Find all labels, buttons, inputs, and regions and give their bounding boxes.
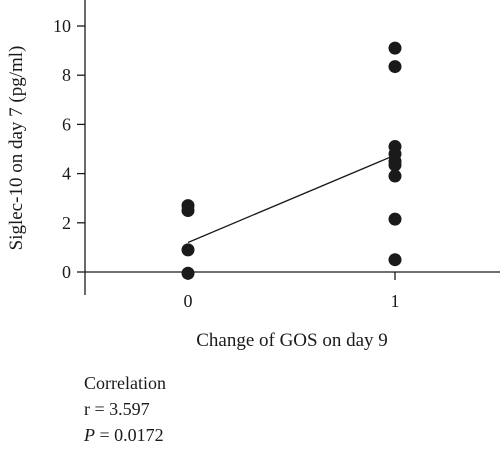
correlation-heading: Correlation — [84, 373, 166, 393]
y-tick-label: 4 — [62, 164, 71, 184]
correlation-stats: Correlation r = 3.597 P = 0.0172 — [84, 370, 166, 448]
axes — [84, 0, 500, 295]
data-point — [388, 158, 402, 172]
data-points — [181, 41, 402, 280]
data-point — [181, 243, 195, 257]
y-axis-title: Siglec-10 on day 7 (pg/ml) — [6, 46, 27, 251]
data-point — [388, 60, 402, 74]
correlation-p: P = 0.0172 — [84, 422, 166, 448]
y-tick-label: 10 — [53, 16, 71, 36]
y-tick-label: 0 — [62, 262, 71, 282]
data-point — [388, 41, 402, 55]
y-tick-label: 8 — [62, 65, 71, 85]
y-tick-label: 6 — [62, 114, 71, 134]
x-tick-label: 1 — [391, 291, 400, 311]
data-point — [388, 169, 402, 183]
p-value: = 0.0172 — [95, 425, 164, 445]
x-axis-title: Change of GOS on day 9 — [196, 330, 388, 351]
data-point — [181, 266, 195, 280]
trend-line — [187, 154, 396, 244]
p-label: P — [84, 425, 95, 445]
y-tick-label: 2 — [62, 213, 71, 233]
data-point — [181, 204, 195, 217]
correlation-r: r = 3.597 — [84, 399, 150, 419]
data-point — [388, 212, 402, 226]
x-tick-label: 0 — [184, 291, 193, 311]
y-ticks: 0 2 4 6 8 10 — [53, 16, 85, 282]
data-point — [388, 253, 402, 267]
